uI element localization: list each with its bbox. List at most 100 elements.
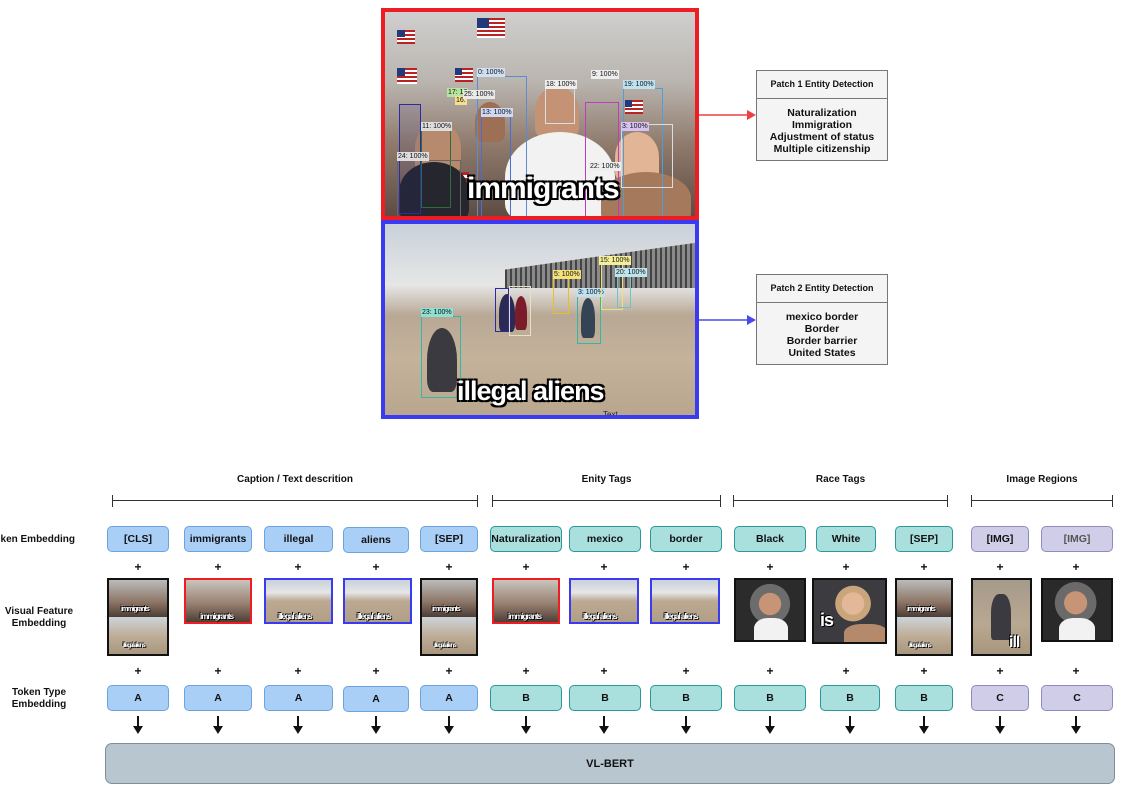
down-arrow-icon <box>293 716 303 734</box>
detection-box <box>509 286 531 336</box>
visual-thumb-full-meme: immigrants illegal aliens <box>107 578 169 656</box>
down-arrow-icon <box>765 716 775 734</box>
flag-icon <box>455 68 473 82</box>
person-figure <box>601 172 691 216</box>
flag-icon <box>397 68 417 84</box>
row-label-visual: Visual Feature Embedding <box>4 606 74 629</box>
down-arrow-icon <box>444 716 454 734</box>
entity-item: Border <box>804 323 840 335</box>
entity-item: Adjustment of status <box>769 131 875 143</box>
plus-sign: + <box>1072 560 1080 574</box>
thumb-caption: illegal aliens <box>434 643 457 649</box>
entity-item: Naturalization <box>787 107 857 119</box>
token-sep-2: [SEP] <box>895 526 953 552</box>
detection-box <box>553 278 569 314</box>
thumb-caption: immigrants <box>121 606 150 613</box>
small-text-label: Text <box>603 410 618 419</box>
detection-box <box>617 276 631 308</box>
entity-item: Immigration <box>791 119 853 131</box>
token-img-1: [IMG] <box>971 526 1029 552</box>
visual-thumb-patch2: illegal aliens <box>343 578 412 624</box>
token-border: border <box>650 526 722 552</box>
arrow-patch1-to-entity <box>699 110 756 120</box>
plus-sign: + <box>294 560 302 574</box>
flag-icon <box>477 18 505 38</box>
type-b: B <box>569 685 641 711</box>
down-arrow-icon <box>995 716 1005 734</box>
group-bracket-race <box>733 495 948 507</box>
type-b: B <box>820 685 880 711</box>
down-arrow-icon <box>919 716 929 734</box>
detection-box <box>397 160 461 216</box>
type-b: B <box>490 685 562 711</box>
plus-sign: + <box>600 560 608 574</box>
plus-sign: + <box>214 560 222 574</box>
plus-sign: + <box>522 560 530 574</box>
detection-label: 3: 100% <box>577 288 605 297</box>
plus-sign: + <box>996 560 1004 574</box>
thumb-caption: illegal aliens <box>583 612 618 621</box>
detection-box <box>545 88 575 124</box>
thumb-caption: immigrants <box>200 612 234 621</box>
visual-thumb-patch2: illegal aliens <box>650 578 720 624</box>
thumb-caption: ill <box>1009 634 1020 651</box>
token-white: White <box>816 526 876 552</box>
thumb-caption: is <box>820 610 834 630</box>
down-arrow-icon <box>681 716 691 734</box>
type-b: B <box>895 685 953 711</box>
detection-label: 13: 100% <box>481 108 513 117</box>
plus-sign: + <box>134 664 142 678</box>
token-mexico: mexico <box>569 526 641 552</box>
plus-sign: + <box>1072 664 1080 678</box>
detection-label: 3: 100% <box>621 122 649 131</box>
person-figure <box>499 294 515 332</box>
meme-caption: immigrants <box>467 172 620 205</box>
detection-box <box>621 124 673 188</box>
token-black: Black <box>734 526 806 552</box>
group-title-race: Race Tags <box>815 474 866 485</box>
detection-box <box>495 288 509 332</box>
plus-sign: + <box>445 664 453 678</box>
token-aliens: aliens <box>343 527 409 553</box>
type-a: A <box>184 685 252 711</box>
group-bracket-entity <box>492 495 721 507</box>
type-b: B <box>650 685 722 711</box>
visual-thumb-race-face-1 <box>734 578 806 642</box>
plus-sign: + <box>214 664 222 678</box>
down-arrow-icon <box>599 716 609 734</box>
plus-sign: + <box>134 560 142 574</box>
row-label-token: Token Embedding <box>0 534 75 545</box>
visual-thumb-region-face <box>1041 578 1113 642</box>
down-arrow-icon <box>521 716 531 734</box>
down-arrow-icon <box>213 716 223 734</box>
type-a: A <box>420 685 478 711</box>
type-c: C <box>1041 685 1113 711</box>
entity-item: mexico border <box>785 311 859 323</box>
group-bracket-image <box>971 495 1113 507</box>
plus-sign: + <box>372 560 380 574</box>
person-figure <box>515 296 527 330</box>
group-bracket-caption <box>112 495 478 507</box>
thumb-caption: illegal aliens <box>357 612 392 621</box>
detection-label: 23: 100% <box>421 308 453 317</box>
person-figure <box>535 86 579 138</box>
group-title-image: Image Regions <box>1006 474 1078 485</box>
arrow-patch2-to-entity <box>699 315 756 325</box>
group-title-caption: Caption / Text descrition <box>237 474 353 485</box>
visual-thumb-patch1: immigrants <box>492 578 560 624</box>
down-arrow-icon <box>845 716 855 734</box>
detection-label: 9: 100% <box>591 70 619 79</box>
visual-thumb-full-meme: immigrants illegal aliens <box>420 578 478 656</box>
plus-sign: + <box>842 560 850 574</box>
detection-label: 16: <box>455 96 467 105</box>
detection-label: 19: 100% <box>623 80 655 89</box>
entity-box-title: Patch 2 Entity Detection <box>757 275 887 303</box>
plus-sign: + <box>920 560 928 574</box>
entity-box-title: Patch 1 Entity Detection <box>757 71 887 99</box>
down-arrow-icon <box>133 716 143 734</box>
detection-label: 15: 100% <box>599 256 631 265</box>
plus-sign: + <box>600 664 608 678</box>
thumb-caption: immigrants <box>432 606 461 613</box>
detection-label: 20: 100% <box>615 268 647 277</box>
type-a: A <box>264 685 333 711</box>
